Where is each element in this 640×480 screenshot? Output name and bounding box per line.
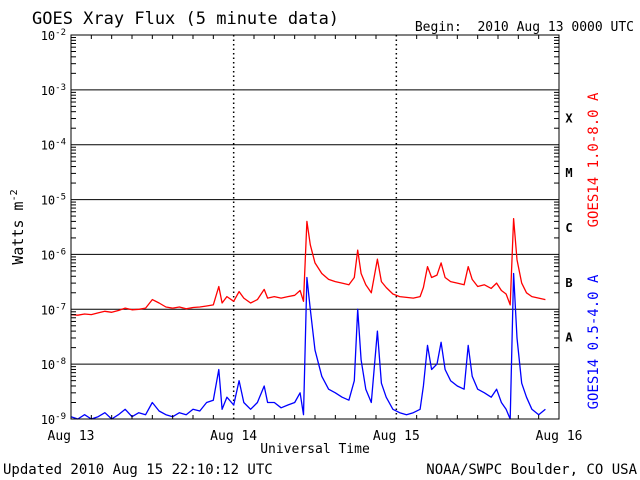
flare-class-label: A [565,331,573,345]
series-label-short: GOES14 0.5-4.0 A [586,274,602,409]
y-tick-label: 10-2 [41,28,66,43]
y-tick-label: 10-8 [41,357,66,372]
x-axis-title: Universal Time [260,442,370,457]
flare-class-label: X [565,111,573,125]
updated-timestamp: Updated 2010 Aug 15 22:10:12 UTC [3,462,273,478]
begin-time: Begin: 2010 Aug 13 0000 UTC [415,20,634,35]
series-label-long: GOES14 1.0-8.0 A [586,92,602,227]
y-axis-title: Watts m-2 [9,189,27,264]
y-tick-label: 10-4 [41,138,66,153]
flare-class-label: B [565,276,572,290]
flare-class-label: M [565,166,572,180]
x-tick-label: Aug 15 [373,429,420,444]
flare-class-label: C [565,221,572,235]
x-tick-label: Aug 13 [48,429,95,444]
y-tick-label: 10-5 [41,193,66,208]
x-tick-label: Aug 14 [210,429,257,444]
plot-frame [70,34,560,420]
credit-line: NOAA/SWPC Boulder, CO USA [426,462,637,478]
y-tick-label: 10-3 [41,83,66,98]
y-tick-label: 10-9 [41,412,66,427]
chart-title: GOES Xray Flux (5 minute data) [32,9,339,29]
x-tick-label: Aug 16 [536,429,583,444]
y-tick-label: 10-7 [41,302,66,317]
series-line-long-wavelength [70,217,546,316]
series-line-short-wavelength [70,272,546,420]
y-tick-label: 10-6 [41,247,66,262]
